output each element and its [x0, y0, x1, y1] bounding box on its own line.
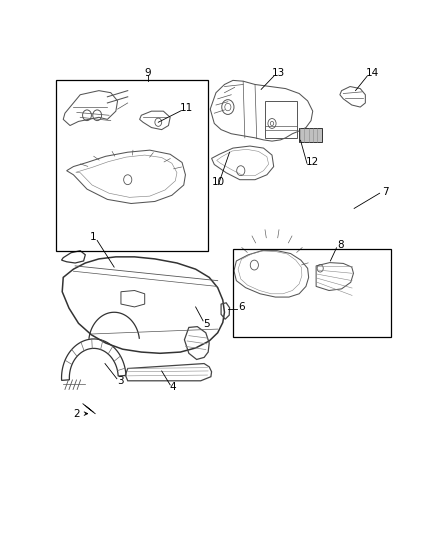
Text: 2: 2 [74, 409, 80, 418]
Text: 8: 8 [337, 240, 344, 251]
Text: 7: 7 [382, 187, 389, 197]
Text: 9: 9 [145, 68, 152, 78]
Bar [265, 101, 297, 138]
Text: 4: 4 [170, 382, 176, 392]
Bar [57, 80, 208, 251]
Text: 3: 3 [117, 376, 124, 386]
Bar [299, 127, 322, 142]
Bar [233, 248, 391, 337]
Text: 12: 12 [305, 157, 319, 167]
Text: 10: 10 [212, 177, 225, 187]
Text: 11: 11 [180, 103, 193, 114]
Text: 14: 14 [365, 68, 379, 78]
Text: 1: 1 [89, 232, 96, 242]
Text: 13: 13 [272, 68, 285, 78]
Text: 5: 5 [204, 319, 210, 329]
Text: 6: 6 [238, 302, 245, 312]
